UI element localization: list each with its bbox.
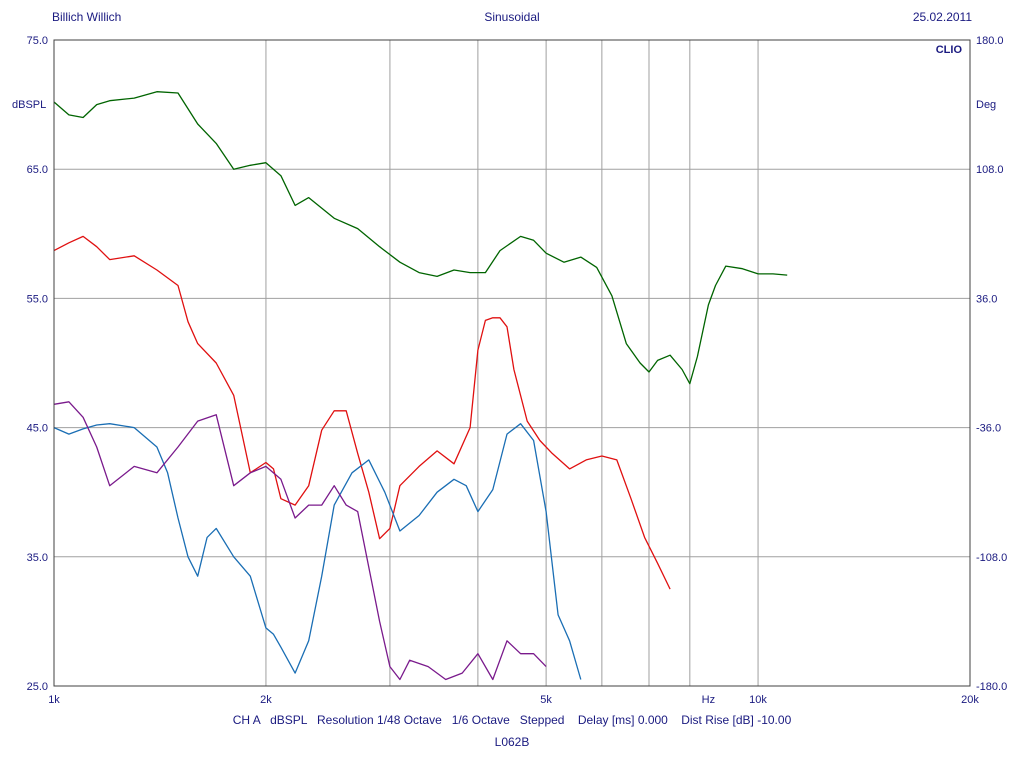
header-center-text: Sinusoidal (484, 10, 540, 24)
x-tick-label: 5k (540, 694, 552, 706)
x-tick-label: 20k (961, 694, 979, 706)
y-tick-label-right: -108.0 (976, 552, 1007, 564)
y-tick-label-right: 108.0 (976, 164, 1004, 176)
x-tick-label: 1k (48, 694, 60, 706)
header-left-text: Billich Willich (52, 10, 122, 24)
y-tick-label-right: 180.0 (976, 35, 1004, 47)
y-tick-label-left: 35.0 (27, 552, 48, 564)
x-tick-label: 2k (260, 694, 272, 706)
y-tick-label-left: 75.0 (27, 35, 48, 47)
x-tick-label: Hz (702, 694, 715, 706)
y-tick-label-left: 45.0 (27, 423, 48, 435)
axes: 25.0 35.0 45.0 55.0 65.0 75.0 -180.0 -108.0 -36.… (12, 35, 1007, 706)
y-tick-label-left: 65.0 (27, 164, 48, 176)
series-line-red (53, 235, 671, 590)
x-tick-label: 10k (749, 694, 767, 706)
y-axis-label-left: dBSPL (12, 99, 46, 111)
series-line-purple (53, 401, 547, 681)
grid (54, 39, 970, 687)
header-right-text: 25.02.2011 (912, 10, 972, 24)
y-axis-label-right: Deg (976, 99, 996, 111)
plot-frame (53, 39, 971, 687)
y-tick-label-right: -180.0 (976, 681, 1007, 693)
series-line-blue (53, 423, 582, 680)
y-tick-label-right: 36.0 (976, 293, 997, 305)
y-tick-label-left: 55.0 (27, 293, 48, 305)
series-group (53, 91, 788, 681)
y-tick-label-left: 25.0 (27, 681, 48, 693)
footer-filename-text: L062B (494, 735, 530, 749)
footer-settings-text: CH A dBSPL Resolution 1/48 Octave 1/6 Oc… (232, 713, 792, 727)
series-line-green (53, 91, 788, 385)
y-tick-label-right: -36.0 (976, 423, 1001, 435)
brand-label: CLIO (936, 44, 963, 56)
